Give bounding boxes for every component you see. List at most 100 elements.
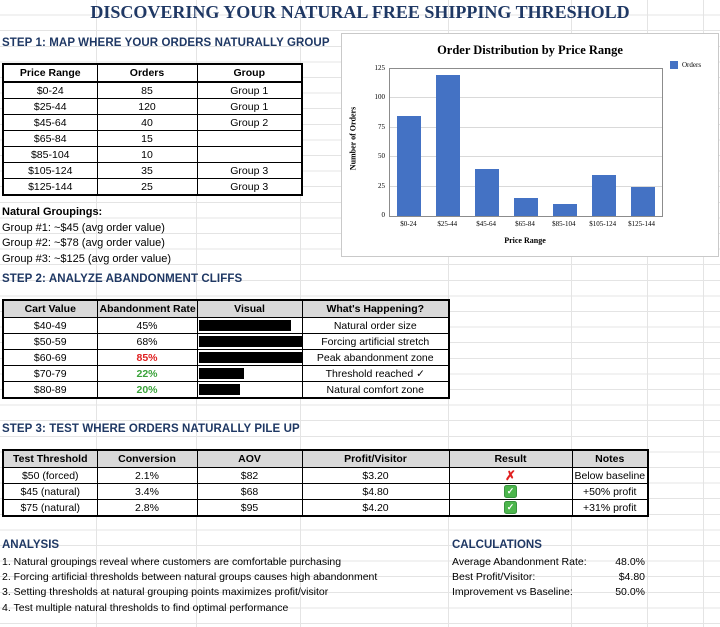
cell-abandonment-rate[interactable]: 20% xyxy=(96,381,198,399)
cell-orders[interactable]: 120 xyxy=(96,98,198,115)
cell-abandonment-rate[interactable]: 45% xyxy=(96,317,198,334)
column-header[interactable]: Notes xyxy=(571,449,649,468)
y-tick-label: 125 xyxy=(374,64,386,72)
analysis-item: 4. Test multiple natural thresholds to f… xyxy=(2,601,289,614)
cell-abandonment-rate[interactable]: 22% xyxy=(96,365,198,382)
cell-whats-happening[interactable]: Threshold reached ✓ xyxy=(301,365,450,382)
cell-price-range[interactable]: $0-24 xyxy=(2,81,98,99)
cell-abandonment-rate[interactable]: 68% xyxy=(96,333,198,350)
column-header[interactable]: Result xyxy=(448,449,573,468)
y-axis-label: Number of Orders xyxy=(348,106,358,171)
calc-value[interactable]: 50.0% xyxy=(615,586,645,598)
column-header[interactable]: Group xyxy=(196,63,303,83)
natural-groupings: Natural Groupings: Group #1: ~$45 (avg o… xyxy=(2,205,171,267)
table-row: $50 (forced) 2.1% $82 $3.20 ✗ Below base… xyxy=(2,467,649,484)
legend-label: Orders xyxy=(682,61,702,69)
cell-aov[interactable]: $68 xyxy=(196,483,303,500)
table-row: $40-49 45% Natural order size xyxy=(2,317,450,334)
cell-whats-happening[interactable]: Peak abandonment zone xyxy=(301,349,450,366)
column-header[interactable]: AOV xyxy=(196,449,303,468)
cell-abandonment-rate[interactable]: 85% xyxy=(96,349,198,366)
cell-profit[interactable]: $4.20 xyxy=(301,499,450,517)
table-row: $0-24 85 Group 1 xyxy=(2,81,303,99)
column-header[interactable]: Orders xyxy=(96,63,198,83)
cell-visual[interactable] xyxy=(196,317,303,334)
cell-orders[interactable]: 15 xyxy=(96,130,198,147)
calc-label: Improvement vs Baseline: xyxy=(452,586,573,598)
abandonment-bar xyxy=(198,352,301,363)
chart-bar xyxy=(436,74,461,216)
cell-orders[interactable]: 10 xyxy=(96,146,198,163)
cell-threshold[interactable]: $50 (forced) xyxy=(2,467,98,484)
table-row: $125-144 25 Group 3 xyxy=(2,178,303,196)
cell-profit[interactable]: $3.20 xyxy=(301,467,450,484)
cell-notes[interactable]: +31% profit xyxy=(571,499,649,517)
cell-cart-value[interactable]: $70-79 xyxy=(2,365,98,382)
cell-orders[interactable]: 25 xyxy=(96,178,198,196)
cell-visual[interactable] xyxy=(196,365,303,382)
cell-group[interactable]: Group 3 xyxy=(196,178,303,196)
cell-group[interactable]: Group 1 xyxy=(196,98,303,115)
cell-price-range[interactable]: $25-44 xyxy=(2,98,98,115)
cell-group[interactable] xyxy=(196,130,303,147)
cell-visual[interactable] xyxy=(196,333,303,350)
cell-price-range[interactable]: $125-144 xyxy=(2,178,98,196)
grid-column-line xyxy=(647,0,648,627)
fail-icon: ✗ xyxy=(505,467,516,483)
calc-value[interactable]: $4.80 xyxy=(618,571,645,583)
cell-cart-value[interactable]: $80-89 xyxy=(2,381,98,399)
cell-whats-happening[interactable]: Forcing artificial stretch xyxy=(301,333,450,350)
cell-cart-value[interactable]: $50-59 xyxy=(2,333,98,350)
column-header[interactable]: Price Range xyxy=(2,63,98,83)
cell-price-range[interactable]: $85-104 xyxy=(2,146,98,163)
cell-cart-value[interactable]: $60-69 xyxy=(2,349,98,366)
cell-profit[interactable]: $4.80 xyxy=(301,483,450,500)
cell-cart-value[interactable]: $40-49 xyxy=(2,317,98,334)
cell-group[interactable]: Group 1 xyxy=(196,81,303,99)
step2-heading: STEP 2: ANALYZE ABANDONMENT CLIFFS xyxy=(2,273,243,285)
column-header[interactable]: Conversion xyxy=(96,449,198,468)
grouping-item: Group #1: ~$45 (avg order value) xyxy=(2,221,165,234)
cell-result[interactable]: ✓ xyxy=(448,483,573,500)
cell-threshold[interactable]: $45 (natural) xyxy=(2,483,98,500)
cell-price-range[interactable]: $45-64 xyxy=(2,114,98,131)
cell-aov[interactable]: $95 xyxy=(196,499,303,517)
step3-heading: STEP 3: TEST WHERE ORDERS NATURALLY PILE… xyxy=(2,423,300,435)
cell-conversion[interactable]: 3.4% xyxy=(96,483,198,500)
cell-result[interactable]: ✗ xyxy=(448,467,573,484)
chart-bar xyxy=(475,168,500,216)
cell-price-range[interactable]: $65-84 xyxy=(2,130,98,147)
cell-notes[interactable]: Below baseline xyxy=(571,467,649,484)
column-header[interactable]: What's Happening? xyxy=(301,299,450,318)
cell-group[interactable] xyxy=(196,146,303,163)
cell-aov[interactable]: $82 xyxy=(196,467,303,484)
cell-visual[interactable] xyxy=(196,381,303,399)
calc-value[interactable]: 48.0% xyxy=(615,556,645,568)
column-header[interactable]: Profit/Visitor xyxy=(301,449,450,468)
column-header[interactable]: Test Threshold xyxy=(2,449,98,468)
threshold-test-table: Test Threshold Conversion AOV Profit/Vis… xyxy=(2,449,649,517)
cell-orders[interactable]: 35 xyxy=(96,162,198,179)
column-header[interactable]: Abandonment Rate xyxy=(96,299,198,318)
cell-orders[interactable]: 85 xyxy=(96,81,198,99)
column-header[interactable]: Cart Value xyxy=(2,299,98,318)
cell-conversion[interactable]: 2.1% xyxy=(96,467,198,484)
cell-whats-happening[interactable]: Natural order size xyxy=(301,317,450,334)
y-tick-label: 100 xyxy=(374,93,386,102)
cell-visual[interactable] xyxy=(196,349,303,366)
cell-orders[interactable]: 40 xyxy=(96,114,198,131)
chart-gridline xyxy=(390,156,662,158)
column-header[interactable]: Visual xyxy=(196,299,303,318)
cell-notes[interactable]: +50% profit xyxy=(571,483,649,500)
chart-gridline xyxy=(390,126,662,128)
cell-price-range[interactable]: $105-124 xyxy=(2,162,98,179)
cell-conversion[interactable]: 2.8% xyxy=(96,499,198,517)
cell-result[interactable]: ✓ xyxy=(448,499,573,517)
y-tick-label: 25 xyxy=(378,181,385,190)
grid-column-line xyxy=(571,0,572,627)
cell-whats-happening[interactable]: Natural comfort zone xyxy=(301,381,450,399)
cell-group[interactable]: Group 3 xyxy=(196,162,303,179)
cell-threshold[interactable]: $75 (natural) xyxy=(2,499,98,517)
cell-group[interactable]: Group 2 xyxy=(196,114,303,131)
